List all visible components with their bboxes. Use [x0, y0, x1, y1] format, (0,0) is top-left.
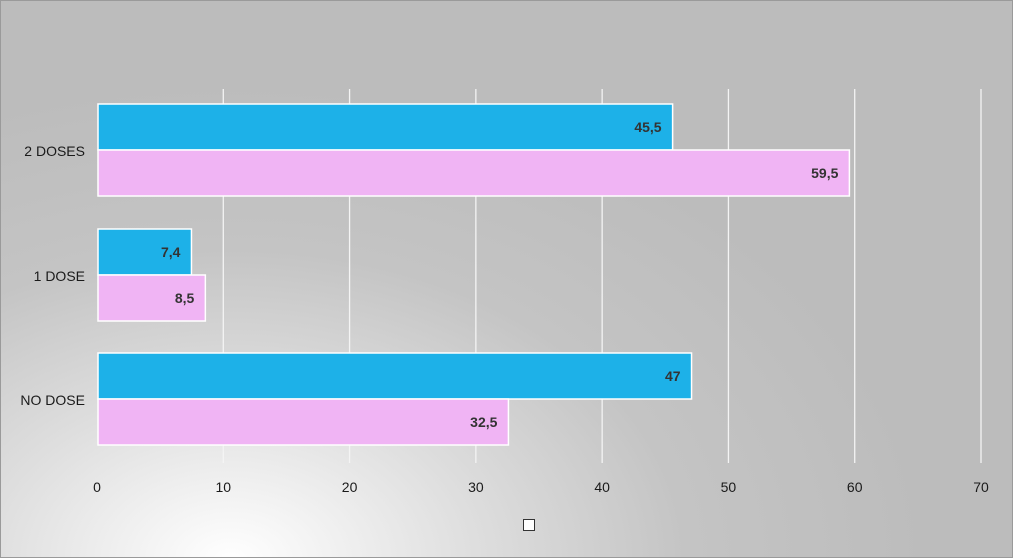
x-tick-label: 70 — [973, 479, 989, 495]
x-tick-label: 50 — [721, 479, 737, 495]
x-tick-label: 20 — [342, 479, 358, 495]
bar — [97, 352, 693, 400]
bar — [97, 103, 674, 151]
data-label: 45,5 — [634, 119, 661, 135]
data-label: 32,5 — [470, 414, 497, 430]
data-label: 59,5 — [811, 165, 838, 181]
x-tick-label: 30 — [468, 479, 484, 495]
data-label: 8,5 — [175, 290, 195, 306]
legend-marker — [523, 519, 535, 531]
category-label: NO DOSE — [20, 392, 85, 408]
data-label: 47 — [665, 368, 681, 384]
data-label: 7,4 — [161, 244, 181, 260]
bar — [97, 398, 510, 446]
bar — [97, 274, 207, 322]
x-tick-label: 40 — [594, 479, 610, 495]
category-label: 2 DOSES — [24, 143, 85, 159]
x-tick-label: 0 — [93, 479, 101, 495]
bar — [97, 149, 851, 197]
category-label: 1 DOSE — [34, 268, 85, 284]
x-tick-label: 10 — [215, 479, 231, 495]
x-tick-label: 60 — [847, 479, 863, 495]
